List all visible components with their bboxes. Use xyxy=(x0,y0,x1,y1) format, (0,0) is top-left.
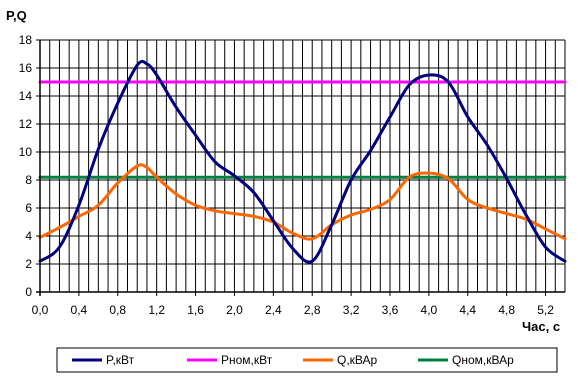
y-tick-label: 14 xyxy=(19,89,33,103)
x-tick-label: 0,4 xyxy=(71,303,88,317)
x-tick-label: 2,0 xyxy=(226,303,243,317)
series-p-line xyxy=(38,59,567,264)
x-tick-label: 5,2 xyxy=(537,303,554,317)
x-tick-label: 1,6 xyxy=(187,303,204,317)
grid xyxy=(39,39,566,293)
legend-item-p: P,кВт xyxy=(72,353,135,367)
x-tick-label: 4,4 xyxy=(459,303,476,317)
y-tick-label: 4 xyxy=(25,229,32,243)
y-tick-label: 0 xyxy=(25,285,32,299)
y-tick-label: 2 xyxy=(25,257,32,271)
x-axis-title: Час, с xyxy=(522,319,560,334)
legend-label: P,кВт xyxy=(106,353,135,367)
y-tick-label: 10 xyxy=(19,145,33,159)
y-tick-label: 8 xyxy=(25,173,32,187)
y-tick-label: 16 xyxy=(19,61,33,75)
x-tick-label: 4,8 xyxy=(498,303,515,317)
legend-label: Qном,кВАр xyxy=(452,353,514,367)
legend-label: Q,кВАр xyxy=(337,353,378,367)
x-tick-label: 3,2 xyxy=(343,303,360,317)
x-tick-label: 2,8 xyxy=(304,303,321,317)
x-tick-label: 0,8 xyxy=(109,303,126,317)
axes xyxy=(36,40,565,296)
series-q-line xyxy=(38,163,567,241)
series-layer xyxy=(38,59,567,264)
legend-item-pnom: Pном,кВт xyxy=(187,353,273,367)
legend-item-qnom: Qном,кВАр xyxy=(418,353,514,367)
x-tick-label: 3,6 xyxy=(382,303,399,317)
y-axis-title: P,Q xyxy=(6,8,27,23)
legend: P,кВт Pном,кВт Q,кВАр Qном,кВАр xyxy=(56,347,558,373)
x-tick-label: 4,0 xyxy=(421,303,438,317)
y-tick-label: 6 xyxy=(25,201,32,215)
y-tick-label: 18 xyxy=(19,33,33,47)
tick-labels: 0 2 4 6 8 10 12 14 16 18 0,0 0,4 0,8 1,2 1,6 2,0 2,4 2,8 3… xyxy=(19,33,555,317)
legend-item-q: Q,кВАр xyxy=(303,353,378,367)
x-tick-label: 1,2 xyxy=(148,303,165,317)
legend-label: Pном,кВт xyxy=(221,353,273,367)
x-tick-label: 0,0 xyxy=(32,303,49,317)
y-tick-label: 12 xyxy=(19,117,33,131)
x-tick-label: 2,4 xyxy=(265,303,282,317)
